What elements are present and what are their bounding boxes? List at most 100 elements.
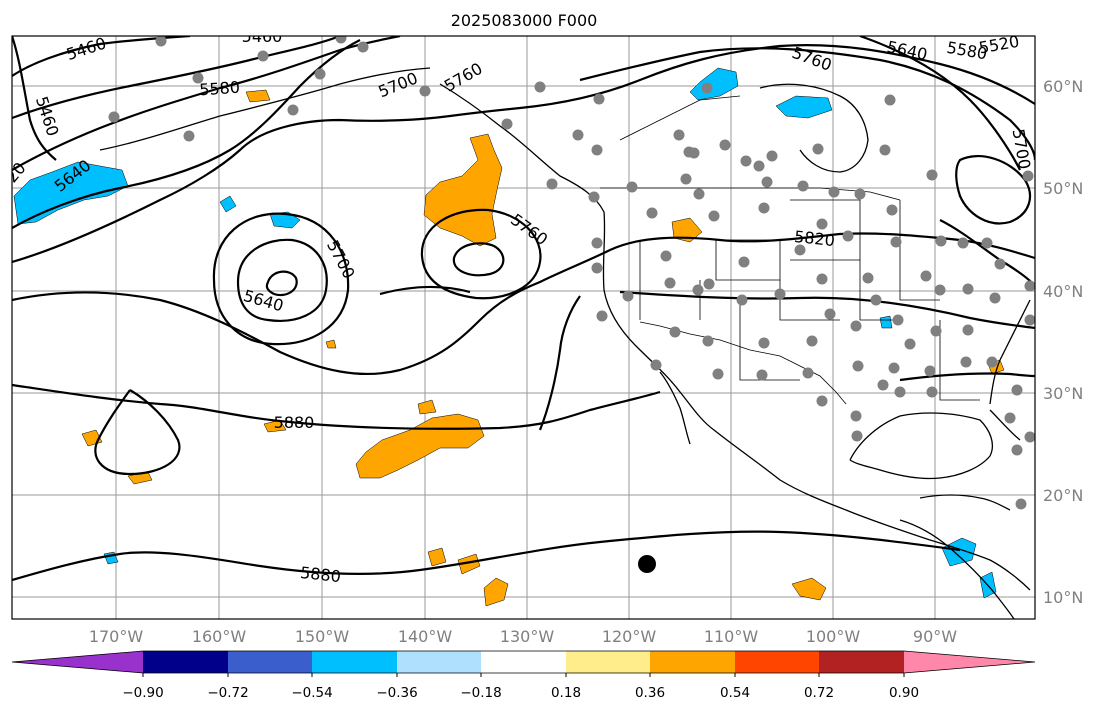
colorbar-segment <box>904 651 1035 673</box>
border-state-f <box>859 260 900 321</box>
border-state-g <box>899 200 940 301</box>
contour-5880-south <box>12 530 961 582</box>
contour-north-east-b <box>859 36 1021 171</box>
contour-5880-north <box>12 383 661 430</box>
lon-tick-label: 160°W <box>192 627 247 646</box>
border-state-j <box>939 320 980 401</box>
map-background <box>12 36 1035 619</box>
contour-low-east-outer <box>420 208 542 300</box>
shade-orange-gulf <box>423 133 503 247</box>
shade-orange-central <box>355 413 485 479</box>
coast-east <box>989 299 1031 405</box>
lat-tick-label: 40°N <box>1043 282 1083 301</box>
coast-north-america-west <box>439 83 1031 591</box>
contour-5700 <box>12 39 361 229</box>
colorbar-tick-label: −0.54 <box>291 685 332 701</box>
colorbar-tick-label: −0.72 <box>207 685 248 701</box>
colorbar-tick-label: 0.36 <box>635 685 665 701</box>
shade-blue-small-b <box>879 315 893 329</box>
lat-tick-label: 30°N <box>1043 384 1083 403</box>
shade-blue-hudson-a <box>689 67 739 101</box>
shade-orange-k <box>245 89 271 103</box>
lon-tick-label: 100°W <box>806 627 861 646</box>
lat-tick-label: 20°N <box>1043 486 1083 505</box>
contour-label-5520a: 5520 <box>977 32 1020 58</box>
contour-label-5880a: 5880 <box>274 413 315 432</box>
contour-label-5580a: 5580 <box>199 78 241 100</box>
contour-east-a <box>619 290 1035 330</box>
colorbar-segment <box>481 651 566 673</box>
lat-tick-label: 50°N <box>1043 179 1083 198</box>
lon-tick-label: 170°W <box>89 627 144 646</box>
contour-ne-loop <box>955 155 1032 225</box>
contour-5640 <box>12 36 401 171</box>
border-us-canada <box>600 187 901 201</box>
shade-blue-pacific-b <box>219 195 237 213</box>
coast-hudson <box>759 83 869 173</box>
coast-florida <box>989 409 1021 441</box>
coast-central-america <box>899 519 1015 619</box>
shade-orange-f <box>457 553 481 575</box>
map-frame <box>11 35 1036 620</box>
coast-gulf <box>849 412 994 480</box>
lon-tick-label: 140°W <box>398 627 453 646</box>
colorbar: −0.90 −0.72 −0.54 −0.36 −0.18 0.18 0.36 … <box>11 650 1036 701</box>
colorbar-segment <box>12 651 143 673</box>
shade-orange-i <box>671 217 703 243</box>
lat-tick-labels: 60°N 50°N 40°N 30°N 20°N 10°N <box>1043 77 1083 607</box>
colorbar-segment <box>312 651 397 673</box>
contour-5580 <box>12 36 341 120</box>
colorbar-tick-label: −0.90 <box>122 685 163 701</box>
contour-5460-arc <box>12 36 57 161</box>
contour-low-west-outer <box>212 212 350 346</box>
lat-tick-label: 10°N <box>1043 588 1083 607</box>
colorbar-tick-label: 0.90 <box>889 685 919 701</box>
shade-orange-e <box>427 547 447 567</box>
shade-orange-d <box>417 399 437 415</box>
border-state-h <box>619 95 741 141</box>
shade-orange-small-a <box>325 339 337 349</box>
colorbar-tick-label: 0.72 <box>804 685 834 701</box>
lon-tick-labels: 170°W 160°W 150°W 140°W 130°W 120°W 110°… <box>89 627 957 646</box>
contour-5880-loop <box>94 389 181 476</box>
colorbar-segment <box>566 651 650 673</box>
border-state-i <box>739 300 800 381</box>
contour-east-b <box>899 372 1035 382</box>
colorbar-segments <box>11 650 1036 674</box>
coast-cuba <box>919 494 1011 511</box>
contour-low-west-inner <box>265 270 298 297</box>
colorbar-ticks <box>142 673 905 677</box>
lat-tick-label: 60°N <box>1043 77 1083 96</box>
coast-baja <box>659 371 691 445</box>
colorbar-tick-label: 0.18 <box>551 685 581 701</box>
contour-low-west-mid <box>236 238 328 322</box>
lon-tick-label: 150°W <box>295 627 350 646</box>
lon-tick-label: 130°W <box>500 627 555 646</box>
colorbar-tick-label: −0.36 <box>376 685 417 701</box>
shade-orange-h <box>791 577 827 601</box>
station-dots <box>108 36 1035 510</box>
contour-east-pac <box>538 295 581 431</box>
contour-label-5820a: 5820 <box>793 227 835 250</box>
contour-5760-big <box>12 44 1035 264</box>
colorbar-segment <box>819 651 904 673</box>
coast-alaska <box>99 67 431 151</box>
colorbar-segment <box>735 651 819 673</box>
shade-orange-g <box>483 577 509 607</box>
coastlines <box>99 67 1031 619</box>
contour-north-east-a <box>579 47 1035 161</box>
map-title: 2025083000 F000 <box>451 11 598 30</box>
contour-south-pacific-bump <box>379 285 471 296</box>
contour-label-5460b: 5460 <box>242 27 283 46</box>
colorbar-segment <box>650 651 735 673</box>
shade-blue-pacific-a <box>269 211 301 229</box>
colorbar-segment <box>143 651 228 673</box>
contour-low-east-inner <box>452 242 505 277</box>
lon-tick-label: 110°W <box>704 627 759 646</box>
colorbar-tick-label: 0.54 <box>720 685 750 701</box>
storm-center-marker <box>638 555 656 573</box>
lon-tick-label: 90°W <box>913 627 957 646</box>
shade-blue-caribbean <box>941 537 977 567</box>
colorbar-segment <box>397 651 481 673</box>
